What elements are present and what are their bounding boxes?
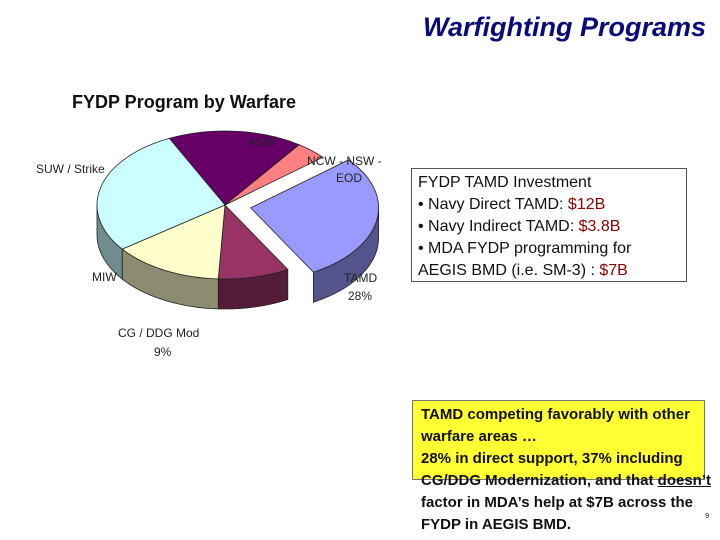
mda-amount: $7B — [599, 262, 628, 279]
indirect-amount: $3.8B — [578, 218, 621, 235]
label-asw: ASW — [248, 135, 276, 149]
pie-slice-miw — [121, 204, 226, 280]
pie-slice-tamd — [249, 159, 379, 273]
page-title: Warfighting Programs — [422, 12, 706, 42]
aegis-label: AEGIS BMD (i.e. SM-3) : — [418, 262, 600, 279]
summary-line-1: TAMD competing favorably with other warf… — [421, 406, 690, 445]
investment-line-mda: • MDA FYDP programming for — [418, 240, 632, 257]
summary-text: TAMD competing favorably with other warf… — [421, 404, 715, 536]
label-tamd: TAMD — [344, 271, 377, 285]
label-tamd-pct: 28% — [348, 289, 372, 303]
investment-box: FYDP TAMD Investment • Navy Direct TAMD:… — [411, 168, 687, 282]
pie-slice-asw — [168, 130, 300, 206]
label-cg-ddg-mod: CG / DDG Mod — [118, 326, 199, 340]
direct-amount: $12B — [567, 196, 606, 213]
label-cg-ddg-pct: 9% — [154, 345, 172, 359]
pie-slice-suw-strike — [96, 137, 226, 250]
direct-label: • Navy Direct TAMD: — [418, 196, 568, 213]
label-ncw-nsw-eod: NCW - NSW -EOD — [307, 154, 382, 185]
label-miw: MIW — [92, 270, 117, 284]
summary-line-2: 28% in direct support, 37% including CG/… — [421, 448, 715, 492]
summary-line-2-text: 28% in direct support, 37% including CG/… — [421, 450, 683, 489]
investment-line-indirect: • Navy Indirect TAMD: $3.8B — [418, 216, 686, 238]
investment-heading: FYDP TAMD Investment — [418, 174, 592, 191]
pie-slice-ncw-nsw-eod — [224, 144, 324, 206]
page-number: 9 — [705, 513, 709, 520]
summary-underlined: doesn’t — [657, 472, 712, 489]
label-suw-strike: SUW / Strike — [36, 162, 105, 176]
summary-line-3: factor in MDA’s help at $7B across the F… — [421, 494, 694, 533]
chart-title: FYDP Program by Warfare — [72, 92, 297, 112]
investment-line-direct: • Navy Direct TAMD: $12B — [418, 194, 686, 216]
investment-line-aegis: AEGIS BMD (i.e. SM-3) : $7B — [418, 260, 686, 282]
summary-box — [412, 400, 705, 480]
indirect-label: • Navy Indirect TAMD: — [418, 218, 579, 235]
